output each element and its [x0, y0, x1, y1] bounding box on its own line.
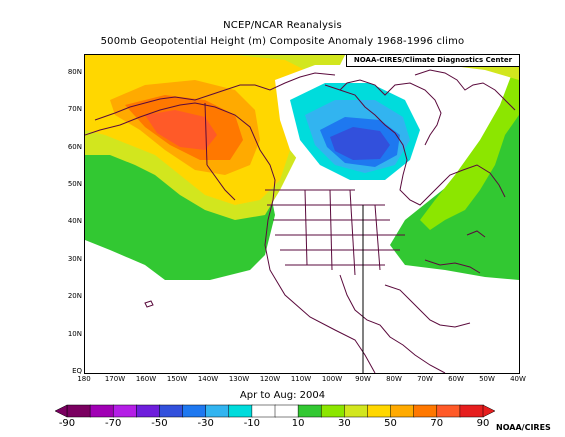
colorbar-swatch [182, 404, 207, 418]
lon-tick-label: 120W [259, 375, 281, 383]
colorbar-swatch [459, 404, 484, 418]
colorbar-tick-label: 70 [430, 418, 444, 429]
coastlines [85, 69, 516, 373]
colorbar-tick-label: 90 [476, 418, 490, 429]
chart-subtitle: 500mb Geopotential Height (m) Composite … [100, 36, 465, 47]
lon-tick-label: 60W [448, 375, 464, 383]
lon-tick-label: 80W [386, 375, 402, 383]
colorbar-swatch [112, 404, 138, 418]
colorbar-tick-label: -90 [58, 418, 76, 429]
lat-tick-label: 30N [67, 254, 82, 263]
colorbar-swatch [89, 404, 114, 418]
colorbar-high-arrow [482, 404, 495, 418]
lon-tick-label: 90W [355, 375, 371, 383]
lon-tick-label: 180 [77, 375, 91, 383]
lon-tick-label: 110W [290, 375, 312, 383]
lon-tick-label: 160W [135, 375, 157, 383]
negative-anomaly-center [330, 127, 390, 160]
lat-tick-label: 50N [67, 179, 82, 188]
colorbar-tick-label: 10 [291, 418, 305, 429]
positive-anomaly-center [145, 110, 217, 150]
colorbar-tick-label: 30 [337, 418, 351, 429]
colorbar-swatch [228, 404, 253, 418]
anomaly-map [84, 54, 520, 374]
lon-tick-label: 40W [510, 375, 526, 383]
colorbar-swatch [367, 404, 392, 418]
lon-tick-label: 70W [417, 375, 433, 383]
lon-tick-label: 170W [104, 375, 126, 383]
colorbar [55, 404, 495, 418]
lat-tick-label: 60N [67, 142, 82, 151]
time-period-label: Apr to Aug: 2004 [239, 390, 326, 401]
lat-tick-label: 40N [67, 217, 82, 226]
colorbar-swatch [136, 404, 161, 418]
colorbar-swatch [413, 404, 438, 418]
positive-anomaly-band-east-inner [420, 55, 519, 230]
lat-tick-label: 70N [67, 105, 82, 114]
lat-tick-label: 80N [67, 67, 82, 76]
colorbar-swatch [436, 404, 461, 418]
lat-tick-label: 20N [67, 292, 82, 301]
lon-tick-label: 50W [479, 375, 495, 383]
colorbar-tick-label: -30 [197, 418, 214, 429]
colorbar-swatch [274, 404, 299, 418]
colorbar-swatch [390, 404, 415, 418]
colorbar-tick-label: -70 [105, 418, 122, 429]
lat-tick-label: 10N [67, 329, 82, 338]
colorbar-swatch [344, 404, 369, 418]
lat-tick-label: EQ [72, 367, 82, 375]
map-canvas [85, 55, 519, 373]
source-label: NOAA/CIRES [496, 423, 551, 432]
colorbar-swatch [320, 404, 346, 418]
lon-tick-label: 140W [197, 375, 219, 383]
colorbar-low-arrow [55, 404, 68, 418]
colorbar-swatch [251, 404, 276, 418]
colorbar-swatch [159, 404, 184, 418]
chart-title: NCEP/NCAR Reanalysis [223, 20, 342, 31]
colorbar-swatch [205, 404, 230, 418]
colorbar-swatch [297, 404, 322, 418]
colorbar-swatch [66, 404, 91, 418]
credit-label: NOAA-CIRES/Climate Diagnostics Center [346, 54, 520, 67]
colorbar-tick-label: -50 [151, 418, 168, 429]
lon-tick-label: 100W [321, 375, 343, 383]
colorbar-tick-label: -10 [243, 418, 261, 429]
colorbar-tick-label: 50 [384, 418, 397, 429]
positive-anomaly-band-east [390, 55, 519, 280]
lon-tick-label: 130W [228, 375, 250, 383]
lon-tick-label: 150W [166, 375, 188, 383]
